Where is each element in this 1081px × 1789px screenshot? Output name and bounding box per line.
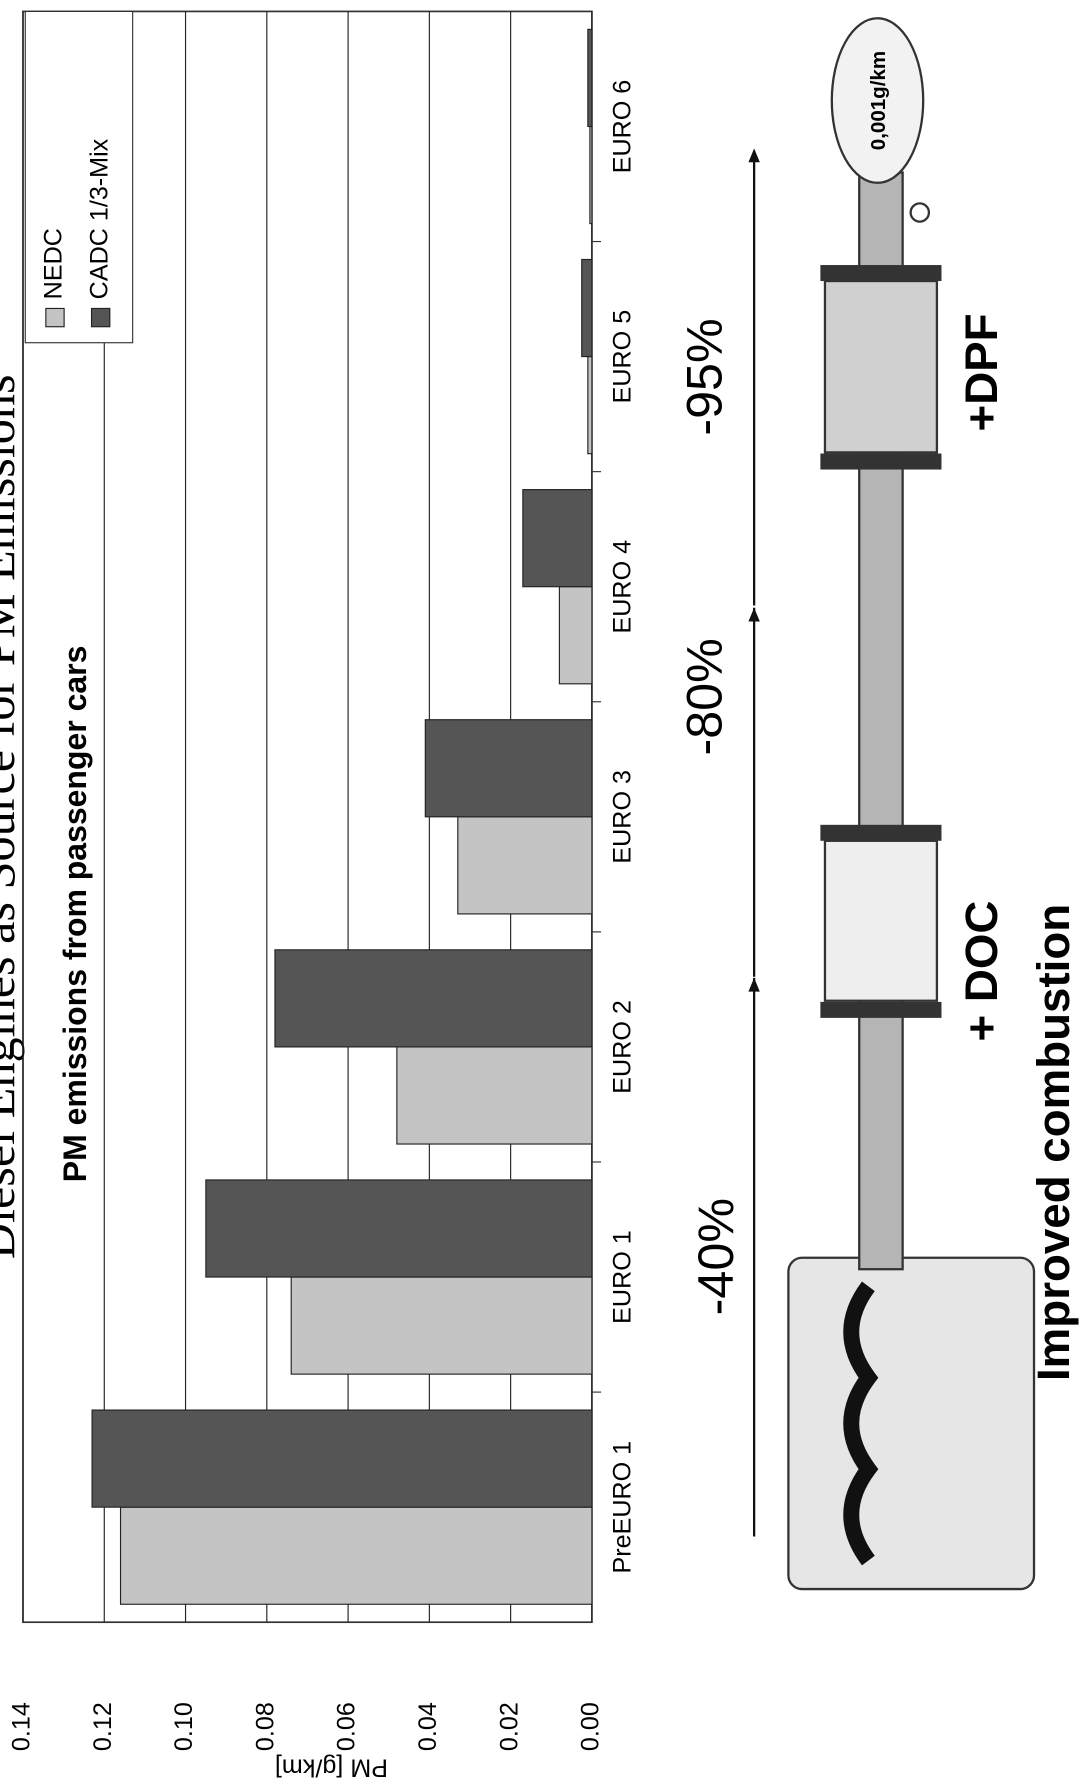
bar (290, 1276, 593, 1375)
doc (823, 839, 939, 1002)
bar (589, 125, 593, 225)
flange (820, 453, 942, 470)
legend-swatch (45, 307, 65, 328)
annotation: + DOC (956, 901, 1007, 1042)
dpf (823, 279, 939, 454)
bar (91, 1409, 593, 1508)
y-tick-label: 0.10 (170, 1702, 198, 1751)
bar (457, 816, 593, 915)
y-tick-label: 0.14 (8, 1702, 36, 1751)
x-tick-label: EURO 5 (609, 310, 637, 404)
chart-subtitle: PM emissions from passenger cars (57, 646, 93, 1183)
x-tick-label: EURO 1 (609, 1230, 637, 1324)
annotation: 0,001g/km (867, 51, 890, 150)
rotated-chart: Diesel Engines as Source for PM Emission… (0, 10, 1079, 1781)
flange (820, 265, 942, 282)
manifold (843, 1281, 879, 1566)
bar (522, 489, 593, 588)
engine-drawing (748, 17, 1036, 1591)
bar (396, 1046, 593, 1145)
annotation: -80% (677, 638, 733, 755)
legend-swatch (90, 307, 111, 328)
bar (205, 1179, 593, 1278)
annotation: Improved combustion (1028, 904, 1079, 1381)
bar (587, 28, 593, 128)
engine-block (787, 1256, 1036, 1591)
annotation: -40% (688, 1198, 744, 1315)
y-tick-label: 0.04 (414, 1702, 442, 1751)
x-tick-label: EURO 2 (609, 1000, 637, 1094)
x-tick-label: EURO 3 (609, 770, 637, 864)
legend-label: CADC 1/3-Mix (85, 138, 113, 299)
bar (581, 258, 593, 358)
bar (587, 356, 593, 455)
annotation: -95% (677, 318, 733, 435)
y-tick-label: 0.00 (577, 1702, 605, 1751)
flange (820, 1001, 942, 1018)
chart-title: Diesel Engines as Source for PM Emission… (0, 374, 25, 1259)
annotation: +DPF (956, 313, 1007, 431)
y-axis-label: PM [g/km] (275, 1753, 388, 1781)
y-tick-label: 0.12 (89, 1702, 117, 1751)
x-tick-label: EURO 6 (609, 80, 637, 174)
bar (119, 1506, 593, 1605)
y-tick-label: 0.06 (333, 1702, 361, 1751)
bar (274, 949, 593, 1048)
flange (820, 824, 942, 841)
bar (424, 719, 593, 818)
legend-box (24, 10, 134, 344)
x-tick-label: PreEURO 1 (609, 1441, 637, 1574)
y-tick-label: 0.08 (251, 1702, 279, 1751)
x-tick-label: EURO 4 (609, 540, 637, 634)
legend-label: NEDC (40, 228, 68, 299)
exhaust-outlet (909, 202, 931, 223)
y-tick-label: 0.02 (495, 1702, 523, 1751)
bar (558, 586, 593, 685)
cloud (830, 17, 925, 184)
